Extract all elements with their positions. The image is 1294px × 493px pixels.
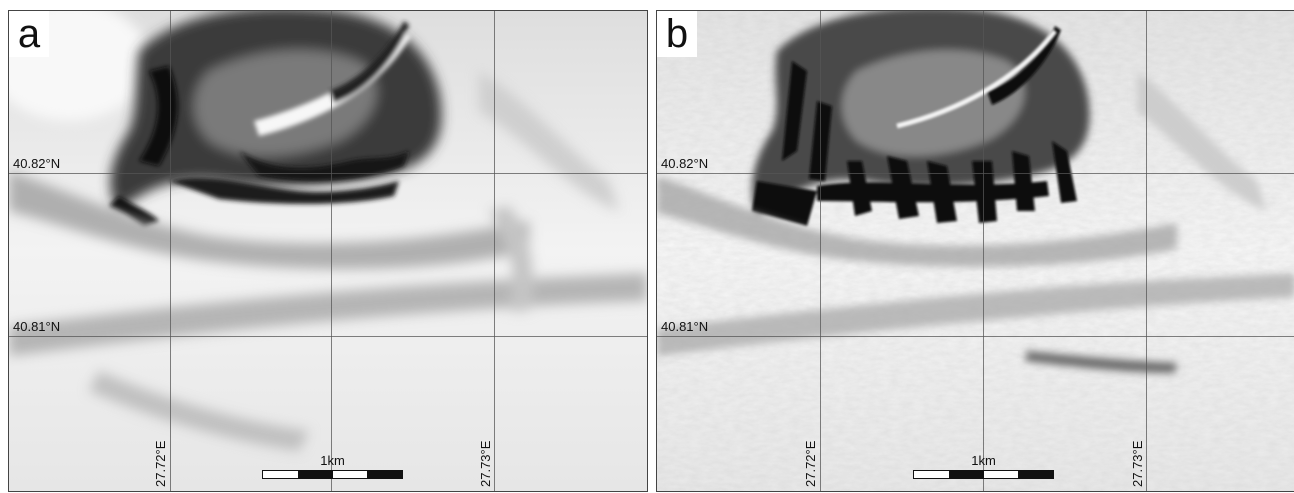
scale-track <box>913 470 1054 479</box>
latitude-label: 40.82°N <box>661 156 709 171</box>
gridline-longitude <box>494 11 495 491</box>
scale-label: 1km <box>971 453 996 468</box>
scale-bar: 1km <box>913 453 1054 483</box>
panel-letter: a <box>9 11 49 57</box>
gridline-latitude <box>9 173 647 174</box>
scale-bar: 1km <box>262 453 403 483</box>
gridline-latitude <box>657 336 1294 337</box>
scale-label: 1km <box>320 453 345 468</box>
latitude-label: 40.81°N <box>13 319 61 334</box>
longitude-label: 27.73°E <box>1130 440 1145 487</box>
longitude-label: 27.72°E <box>153 440 168 487</box>
gridline-longitude <box>820 11 821 491</box>
gridline-latitude <box>657 173 1294 174</box>
gridline-longitude <box>1146 11 1147 491</box>
gridline-longitude <box>983 11 984 491</box>
gridline-longitude <box>331 11 332 491</box>
latitude-label: 40.81°N <box>661 319 709 334</box>
map-panel-b: 40.82°N 40.81°N 27.72°E 27.73°E 1km b <box>656 10 1294 492</box>
scale-track <box>262 470 403 479</box>
longitude-label: 27.72°E <box>803 440 818 487</box>
panel-letter: b <box>657 11 697 57</box>
hillshade-relief-b <box>657 11 1294 491</box>
gridline-longitude <box>170 11 171 491</box>
hillshade-relief-a <box>9 11 647 491</box>
gridline-latitude <box>9 336 647 337</box>
latitude-label: 40.82°N <box>13 156 61 171</box>
longitude-label: 27.73°E <box>478 440 493 487</box>
map-panel-a: 40.82°N 40.81°N 27.72°E 27.73°E 1km a <box>8 10 648 492</box>
